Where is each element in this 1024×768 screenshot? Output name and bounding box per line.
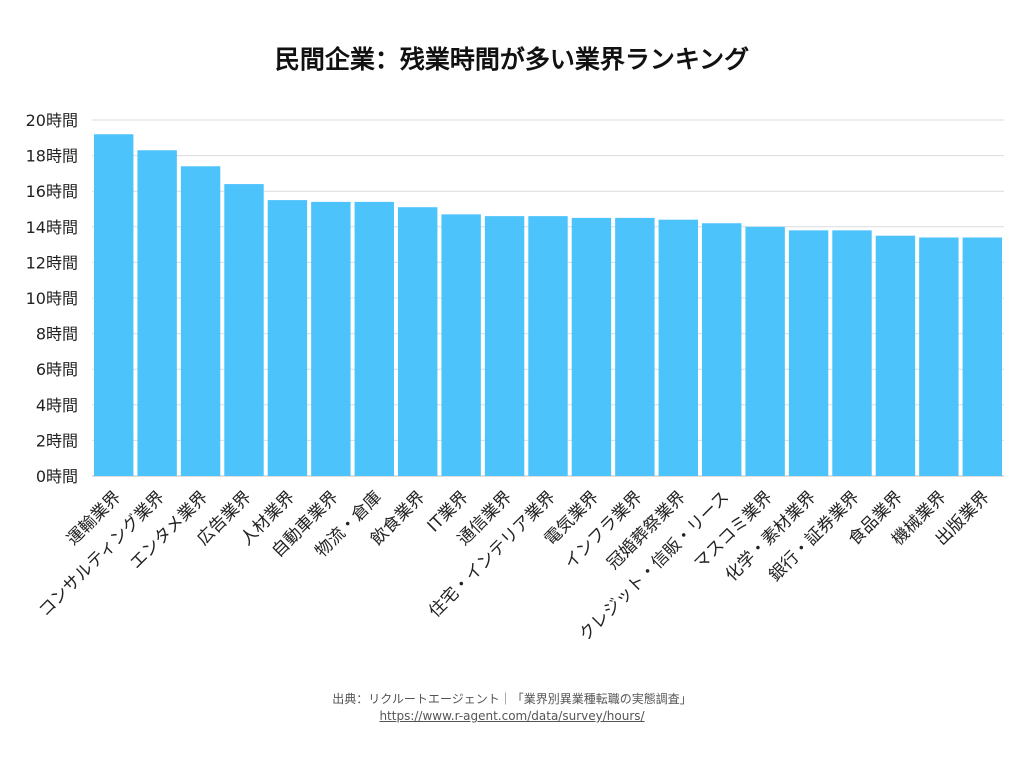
bar: [441, 214, 481, 476]
y-tick-label: 10時間: [26, 289, 78, 308]
y-tick-label: 16時間: [26, 182, 78, 201]
bar: [180, 166, 221, 476]
y-tick-label: 12時間: [26, 253, 78, 272]
source-link[interactable]: https://www.r-agent.com/data/survey/hour…: [379, 709, 645, 723]
bar: [484, 216, 525, 476]
source-url-line: https://www.r-agent.com/data/survey/hour…: [0, 709, 1024, 723]
bar-chart: 0時間2時間4時間6時間8時間10時間12時間14時間16時間18時間20時間運…: [26, 111, 1004, 645]
bar: [615, 217, 655, 476]
bar: [137, 150, 177, 476]
y-tick-label: 6時間: [36, 360, 78, 379]
bar: [919, 237, 959, 476]
bar: [571, 217, 612, 476]
bar: [528, 216, 568, 476]
bar: [224, 184, 264, 476]
y-tick-label: 2時間: [36, 431, 78, 450]
bar: [875, 235, 916, 476]
chart-title: 民間企業：残業時間が多い業界ランキング: [274, 45, 750, 74]
bar: [311, 201, 351, 476]
y-tick-label: 14時間: [26, 218, 78, 237]
bar: [832, 230, 872, 476]
bar: [354, 201, 394, 476]
bar: [267, 200, 308, 476]
bar: [398, 207, 438, 476]
bar: [962, 237, 1002, 476]
bar: [745, 226, 785, 476]
y-tick-label: 20時間: [26, 111, 78, 130]
y-tick-label: 18時間: [26, 147, 78, 166]
y-tick-label: 0時間: [36, 467, 78, 486]
bar: [702, 223, 742, 476]
bar: [658, 219, 698, 476]
y-tick-label: 8時間: [36, 325, 78, 344]
bar: [788, 230, 829, 476]
bar: [94, 134, 134, 477]
y-tick-label: 4時間: [36, 396, 78, 415]
source-citation: 出典：リクルートエージェント｜「業界別異業種転職の実態調査」: [332, 692, 692, 706]
